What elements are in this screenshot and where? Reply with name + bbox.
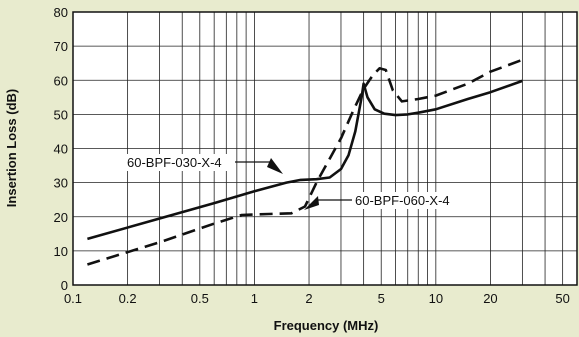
x-tick-label: 0.2	[119, 291, 137, 306]
x-tick-label: 1	[251, 291, 258, 306]
annotations-layer: 60-BPF-030-X-4 60-BPF-060-X-4	[124, 154, 463, 210]
annotation-60-bpf-030: 60-BPF-030-X-4	[124, 154, 283, 174]
annotation-arrow-060	[304, 196, 319, 210]
x-tick-label: 5	[378, 291, 385, 306]
series-line-bpf-060	[87, 58, 523, 266]
annotation-box-030	[124, 154, 235, 171]
y-tick-label: 60	[54, 73, 68, 88]
x-tick-label: 20	[483, 291, 497, 306]
series-layer	[87, 58, 523, 266]
x-axis-title: Frequency (MHz)	[274, 318, 379, 333]
annotation-box-060	[352, 192, 463, 209]
y-tick-label: 30	[54, 176, 68, 191]
y-tick-label: 80	[54, 5, 68, 20]
y-tick-label: 70	[54, 39, 68, 54]
annotation-label-060: 60-BPF-060-X-4	[355, 193, 450, 208]
annotation-arrow-030	[267, 158, 283, 174]
annotation-60-bpf-060: 60-BPF-060-X-4	[304, 192, 463, 210]
x-tick-labels: 0.1 0.2 0.5 1 2 5 10 20 50	[64, 291, 570, 306]
x-tick-label: 2	[305, 291, 312, 306]
x-tick-label: 10	[429, 291, 443, 306]
x-tick-label: 0.1	[64, 291, 82, 306]
y-tick-label: 50	[54, 107, 68, 122]
plot-frame	[72, 11, 578, 286]
y-tick-label: 40	[54, 142, 68, 157]
y-tick-label: 0	[61, 278, 68, 293]
annotation-label-030: 60-BPF-030-X-4	[127, 155, 222, 170]
y-tick-labels: 0 10 20 30 40 50 60 70 80	[54, 5, 68, 293]
x-tick-label: 0.5	[191, 291, 209, 306]
y-axis-title: Insertion Loss (dB)	[4, 89, 19, 207]
series-line-bpf-030	[87, 79, 523, 241]
y-tick-label: 10	[54, 244, 68, 259]
y-tick-label: 20	[54, 210, 68, 225]
x-tick-label: 50	[555, 291, 569, 306]
